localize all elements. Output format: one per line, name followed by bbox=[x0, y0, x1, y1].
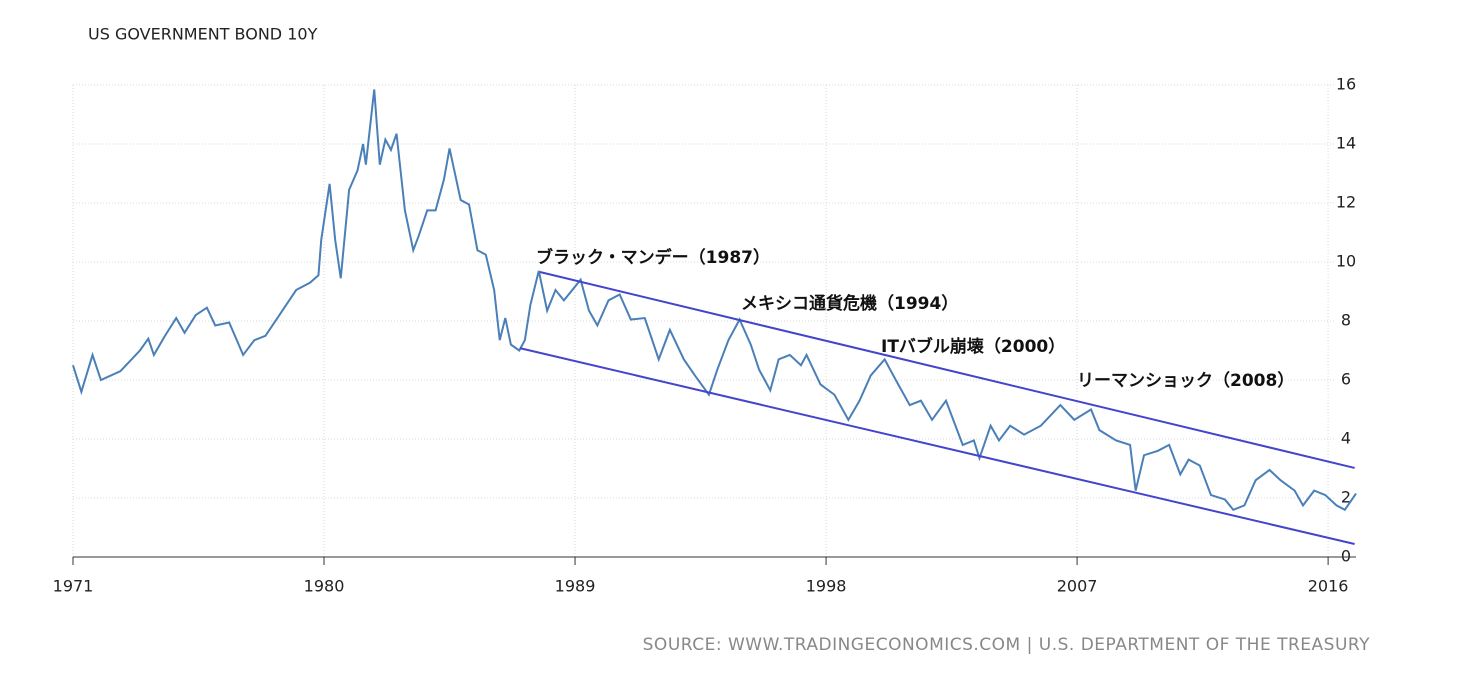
annotation: リーマンショック（2008） bbox=[1077, 370, 1294, 391]
y-tick-label: 8 bbox=[1341, 311, 1351, 330]
y-tick-label: 2 bbox=[1341, 488, 1351, 507]
x-tick-label: 1971 bbox=[53, 577, 94, 596]
x-tick-label: 1989 bbox=[555, 577, 596, 596]
x-tick-label: 1998 bbox=[806, 577, 847, 596]
annotation: ブラック・マンデー（1987） bbox=[536, 247, 770, 268]
x-tick-label: 2007 bbox=[1057, 577, 1098, 596]
y-tick-label: 0 bbox=[1341, 547, 1351, 566]
y-tick-label: 14 bbox=[1336, 134, 1356, 153]
trend-line bbox=[539, 271, 1355, 469]
data-line bbox=[72, 89, 1357, 512]
y-tick-label: 16 bbox=[1336, 75, 1356, 94]
x-tick-label: 2016 bbox=[1308, 577, 1349, 596]
annotation: メキシコ通貨危機（1994） bbox=[741, 293, 958, 314]
trend-line bbox=[519, 347, 1355, 545]
y-tick-label: 12 bbox=[1336, 193, 1356, 212]
y-tick-label: 4 bbox=[1341, 429, 1351, 448]
x-tick-label: 1980 bbox=[304, 577, 345, 596]
annotation: ITバブル崩壊（2000） bbox=[881, 336, 1065, 357]
source: SOURCE: WWW.TRADINGECONOMICS.COM | U.S. … bbox=[643, 635, 1370, 655]
y-tick-label: 10 bbox=[1336, 252, 1356, 271]
y-tick-label: 6 bbox=[1341, 370, 1351, 389]
chart-title: US GOVERNMENT BOND 10Y bbox=[88, 25, 318, 44]
